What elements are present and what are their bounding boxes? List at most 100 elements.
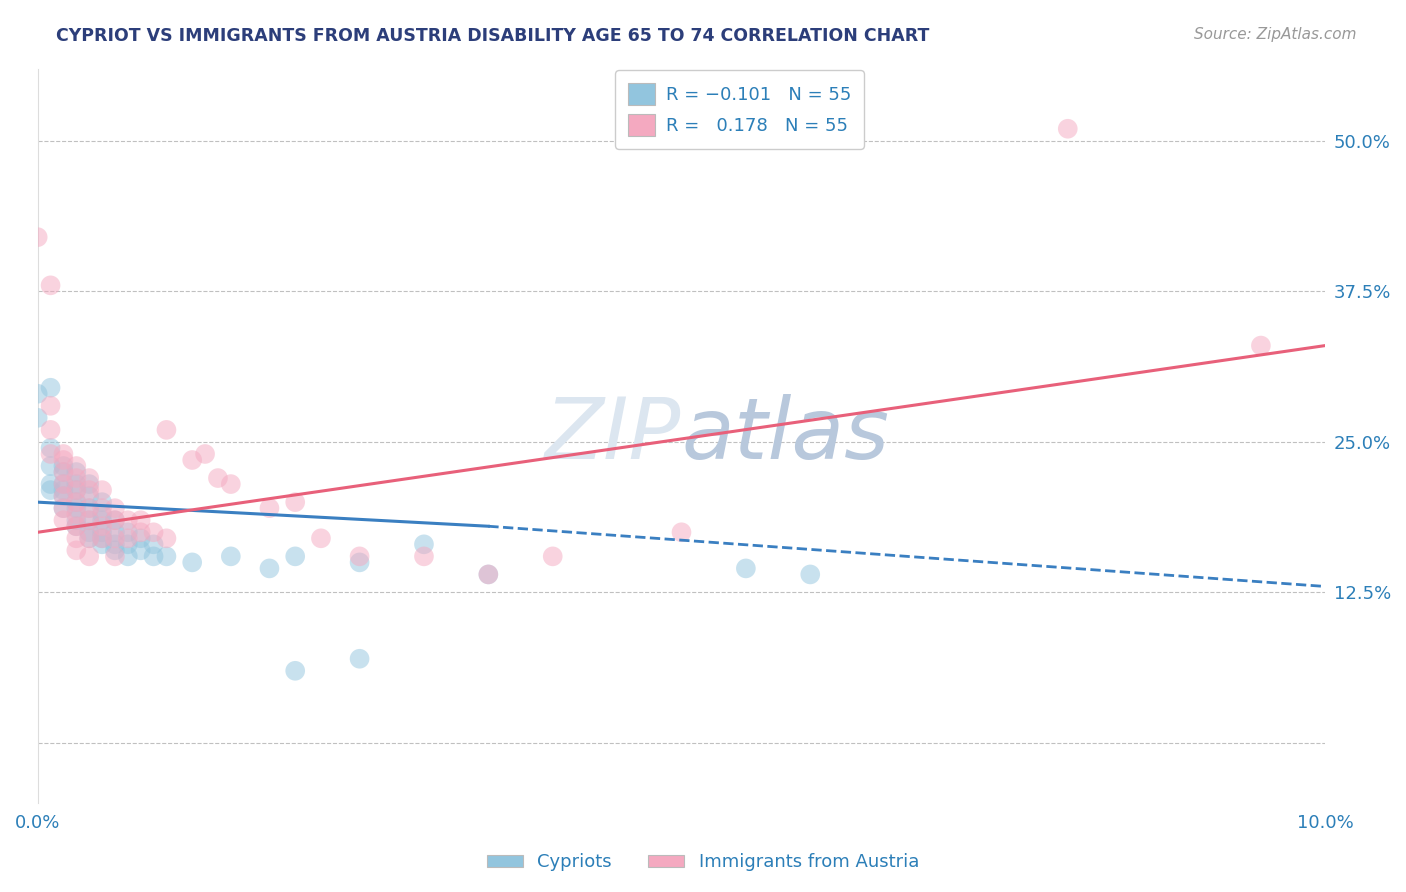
Point: [477, 567, 499, 582]
Point: [219, 549, 242, 564]
Point: [207, 471, 229, 485]
Point: [77, 501, 100, 516]
Point: [39, 441, 62, 455]
Point: [65, 513, 87, 527]
Point: [91, 507, 114, 521]
Point: [413, 549, 436, 564]
Point: [104, 513, 127, 527]
Point: [155, 531, 177, 545]
Point: [799, 567, 821, 582]
Point: [349, 555, 371, 569]
Point: [155, 423, 177, 437]
Point: [142, 525, 165, 540]
Text: ZIP: ZIP: [546, 394, 682, 477]
Point: [65, 519, 87, 533]
Point: [52, 477, 75, 491]
Point: [349, 549, 371, 564]
Point: [259, 561, 281, 575]
Point: [117, 531, 139, 545]
Point: [104, 501, 127, 516]
Point: [52, 453, 75, 467]
Point: [65, 458, 87, 473]
Point: [39, 278, 62, 293]
Point: [91, 495, 114, 509]
Point: [129, 525, 152, 540]
Point: [77, 531, 100, 545]
Legend: Cypriots, Immigrants from Austria: Cypriots, Immigrants from Austria: [479, 847, 927, 879]
Point: [104, 537, 127, 551]
Point: [77, 531, 100, 545]
Point: [104, 525, 127, 540]
Text: CYPRIOT VS IMMIGRANTS FROM AUSTRIA DISABILITY AGE 65 TO 74 CORRELATION CHART: CYPRIOT VS IMMIGRANTS FROM AUSTRIA DISAB…: [56, 27, 929, 45]
Point: [39, 447, 62, 461]
Point: [117, 525, 139, 540]
Point: [284, 549, 307, 564]
Point: [104, 549, 127, 564]
Point: [52, 465, 75, 479]
Point: [39, 483, 62, 497]
Point: [104, 543, 127, 558]
Point: [65, 471, 87, 485]
Point: [117, 513, 139, 527]
Point: [181, 555, 204, 569]
Point: [104, 513, 127, 527]
Point: [77, 477, 100, 491]
Point: [27, 386, 49, 401]
Point: [27, 230, 49, 244]
Point: [77, 501, 100, 516]
Point: [129, 543, 152, 558]
Point: [65, 507, 87, 521]
Point: [65, 495, 87, 509]
Point: [52, 458, 75, 473]
Point: [65, 477, 87, 491]
Point: [1250, 338, 1272, 352]
Point: [142, 537, 165, 551]
Point: [65, 543, 87, 558]
Point: [52, 501, 75, 516]
Point: [65, 531, 87, 545]
Point: [52, 489, 75, 503]
Point: [65, 465, 87, 479]
Point: [91, 501, 114, 516]
Point: [77, 513, 100, 527]
Point: [284, 495, 307, 509]
Point: [284, 664, 307, 678]
Point: [1056, 121, 1078, 136]
Text: atlas: atlas: [682, 394, 890, 477]
Point: [65, 483, 87, 497]
Point: [52, 513, 75, 527]
Point: [52, 489, 75, 503]
Legend: R = −0.101   N = 55, R =   0.178   N = 55: R = −0.101 N = 55, R = 0.178 N = 55: [616, 70, 863, 149]
Point: [77, 471, 100, 485]
Point: [413, 537, 436, 551]
Point: [77, 489, 100, 503]
Point: [194, 447, 217, 461]
Point: [91, 531, 114, 545]
Point: [91, 513, 114, 527]
Point: [39, 423, 62, 437]
Point: [52, 501, 75, 516]
Point: [77, 513, 100, 527]
Point: [91, 519, 114, 533]
Point: [52, 465, 75, 479]
Point: [91, 483, 114, 497]
Point: [117, 549, 139, 564]
Point: [259, 501, 281, 516]
Point: [39, 477, 62, 491]
Point: [65, 519, 87, 533]
Point: [65, 501, 87, 516]
Point: [477, 567, 499, 582]
Point: [142, 549, 165, 564]
Point: [39, 458, 62, 473]
Point: [671, 525, 693, 540]
Point: [129, 513, 152, 527]
Point: [309, 531, 332, 545]
Point: [27, 410, 49, 425]
Point: [77, 483, 100, 497]
Text: Source: ZipAtlas.com: Source: ZipAtlas.com: [1194, 27, 1357, 42]
Point: [91, 537, 114, 551]
Point: [77, 549, 100, 564]
Point: [541, 549, 564, 564]
Point: [65, 483, 87, 497]
Point: [734, 561, 756, 575]
